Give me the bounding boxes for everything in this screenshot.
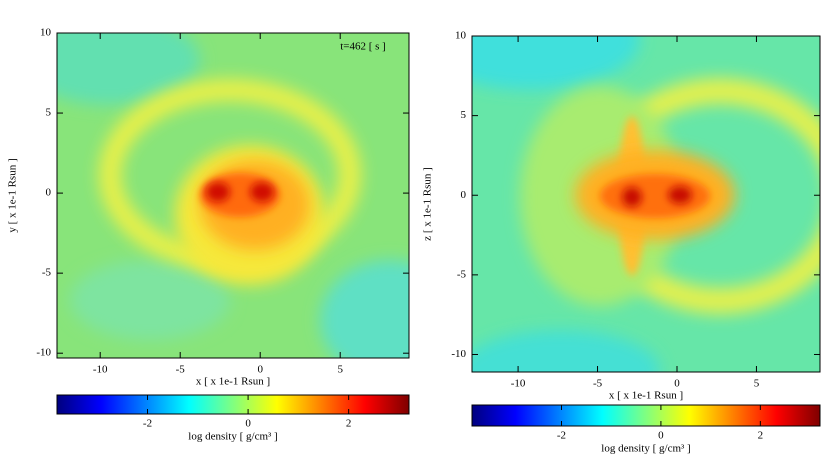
y-tick-label: -10 — [36, 347, 51, 359]
x-tick-label: 0 — [674, 378, 680, 390]
y-tick-label: -5 — [457, 268, 467, 280]
plot-frame — [471, 35, 821, 373]
x-axis-label: x [ x 1e-1 Rsun ] — [196, 376, 270, 388]
x-tick-label: 5 — [754, 378, 760, 390]
y-tick-label: 5 — [461, 109, 467, 121]
colorbar-tick-label: -2 — [143, 418, 152, 430]
colorbar-tick-label: 2 — [758, 430, 764, 442]
y-tick-label: 5 — [46, 107, 52, 119]
colorbar-label: log density [ g/cm³ ] — [601, 443, 690, 455]
y-tick-label: 0 — [461, 189, 467, 201]
y-axis-label: z [ x 1e-1 Rsun ] — [422, 167, 434, 241]
colorbar-tick-label: 0 — [245, 418, 251, 430]
x-axis-label: x [ x 1e-1 Rsun ] — [609, 390, 683, 402]
density-map — [57, 33, 409, 358]
y-tick-label: -10 — [451, 348, 466, 360]
colorbar-label: log density [ g/cm³ ] — [188, 431, 277, 443]
colorbar-tick-label: 0 — [658, 430, 664, 442]
colorbar — [471, 404, 821, 427]
colorbar-tick-label: -2 — [557, 430, 566, 442]
density-map — [472, 36, 820, 372]
y-tick-label: -5 — [42, 267, 52, 279]
colorbar — [56, 394, 410, 415]
plot-frame — [56, 32, 410, 359]
x-tick-label: -10 — [93, 364, 108, 376]
x-tick-label: -5 — [176, 364, 186, 376]
colorbar-tick-label: 2 — [346, 418, 352, 430]
y-axis-label: y [ x 1e-1 Rsun ] — [7, 158, 19, 232]
x-tick-label: 5 — [337, 364, 343, 376]
x-tick-label: -5 — [593, 378, 603, 390]
x-tick-label: 0 — [257, 364, 263, 376]
annotation: t=462 [ s ] — [340, 41, 386, 53]
y-tick-label: 10 — [455, 30, 467, 42]
x-tick-label: -10 — [511, 378, 526, 390]
y-tick-label: 10 — [40, 27, 52, 39]
y-tick-label: 0 — [46, 187, 52, 199]
